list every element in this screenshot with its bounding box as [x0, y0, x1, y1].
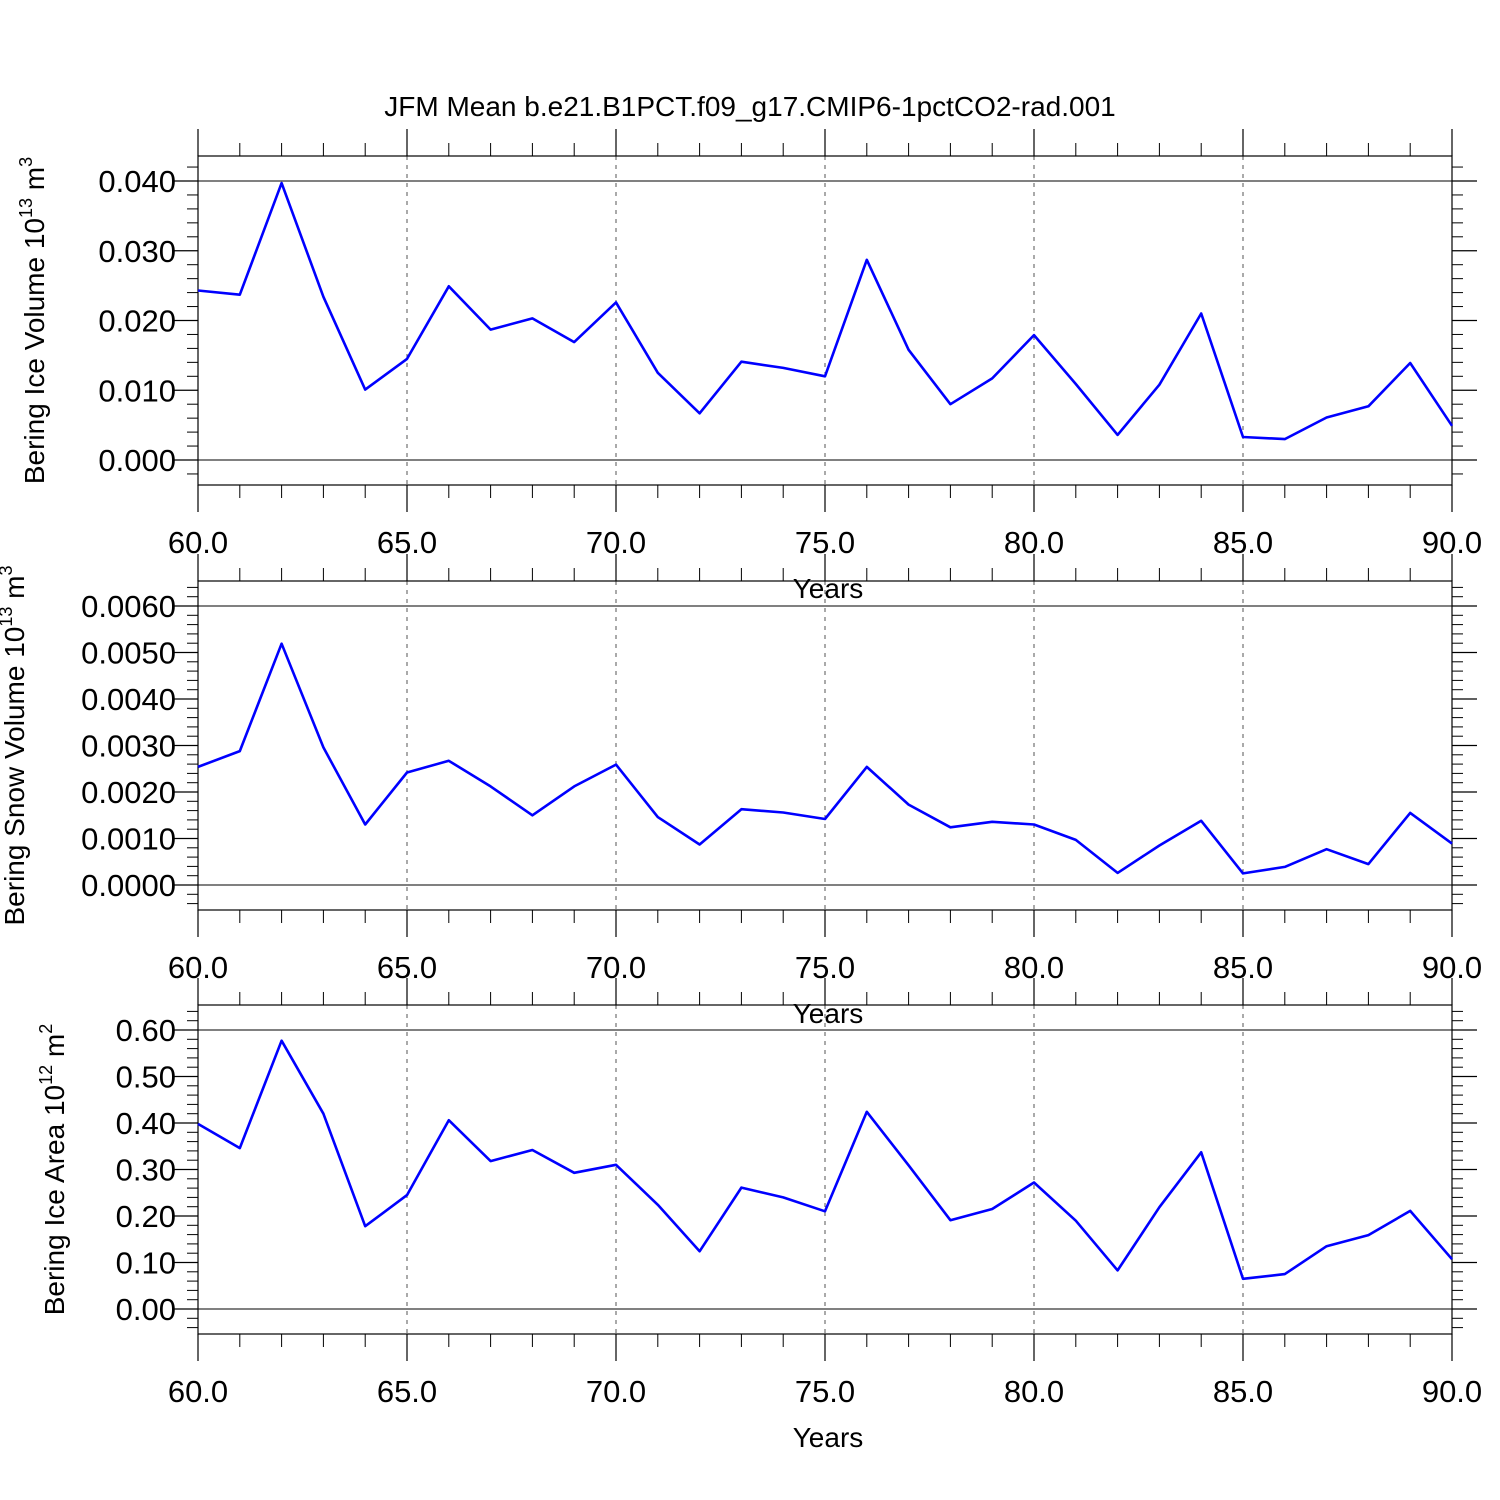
y-tick-label: 0.000 [98, 443, 176, 478]
chart-title: JFM Mean b.e21.B1PCT.f09_g17.CMIP6-1pctC… [384, 91, 1115, 122]
y-axis-label-unit-exponent: 2 [36, 1024, 56, 1034]
y-tick-label: 0.0040 [81, 682, 176, 717]
y-tick-label: 0.0030 [81, 729, 176, 764]
y-tick-label: 0.0050 [81, 636, 176, 671]
y-axis-label-unit-exponent: 3 [0, 565, 16, 575]
x-tick-label: 80.0 [1004, 1374, 1064, 1409]
y-tick-label: 0.040 [98, 164, 176, 199]
x-axis-label: Years [793, 573, 864, 604]
y-axis-label: Bering Ice Volume 1013 m3 [16, 157, 50, 484]
series-line [197, 642, 1453, 875]
y-tick-label: 0.020 [98, 304, 176, 339]
x-axis-label: Years [793, 998, 864, 1029]
y-tick-label: 0.010 [98, 373, 176, 408]
y-axis-label-unit: m [19, 167, 50, 198]
y-tick-label: 0.030 [98, 234, 176, 269]
x-tick-label: 85.0 [1213, 1374, 1273, 1409]
chart-panel-1: 60.0 65.0 70.0 75.0 80.0 85.0 90.00.0000.0100.… [16, 129, 1482, 604]
y-tick-label: 0.40 [116, 1106, 176, 1141]
y-axis-label-exponent: 12 [36, 1065, 56, 1085]
x-tick-label: 90.0 [1422, 1374, 1482, 1409]
y-tick-label: 0.60 [116, 1013, 176, 1048]
y-tick-label: 0.50 [116, 1060, 176, 1095]
x-tick-label: 65.0 [377, 1374, 437, 1409]
y-axis-label: Bering Snow Volume 1013 m3 [0, 565, 30, 925]
y-axis-label-unit: m [0, 576, 30, 607]
chart-panel-2: 60.0 65.0 70.0 75.0 80.0 85.0 90.00.00000.0010… [0, 554, 1482, 1029]
x-axis-label: Years [793, 1422, 864, 1453]
y-axis-label-unit-exponent: 3 [16, 157, 36, 167]
y-axis-label-unit: m [39, 1034, 70, 1065]
y-axis-label-exponent: 13 [16, 198, 36, 218]
y-axis-label-exponent: 13 [0, 607, 16, 627]
y-tick-label: 0.0000 [81, 868, 176, 903]
y-axis-label-text: Bering Ice Volume 10 [19, 218, 50, 484]
y-tick-label: 0.00 [116, 1292, 176, 1327]
y-axis-label-text: Bering Snow Volume 10 [0, 627, 30, 926]
y-tick-label: 0.0010 [81, 822, 176, 857]
y-tick-label: 0.10 [116, 1246, 176, 1281]
series-line [197, 181, 1454, 441]
y-tick-label: 0.0020 [81, 775, 176, 810]
x-tick-label: 75.0 [795, 1374, 855, 1409]
y-tick-label: 0.30 [116, 1153, 176, 1188]
y-axis-label: Bering Ice Area 1012 m2 [36, 1024, 70, 1316]
y-tick-label: 0.0060 [81, 589, 176, 624]
y-axis-label-text: Bering Ice Area 10 [39, 1085, 70, 1315]
series-line [197, 1039, 1453, 1281]
panels: 60.0 65.0 70.0 75.0 80.0 85.0 90.0 0.000 0.010 0.… [0, 129, 1482, 1453]
x-tick-label: 70.0 [586, 1374, 646, 1409]
chart-panel-3: 60.0 65.0 70.0 75.0 80.0 85.0 90.0 0.00 0.10 0.20… [36, 978, 1482, 1453]
y-tick-label: 0.20 [116, 1199, 176, 1234]
x-tick-label: 60.0 [168, 1374, 228, 1409]
